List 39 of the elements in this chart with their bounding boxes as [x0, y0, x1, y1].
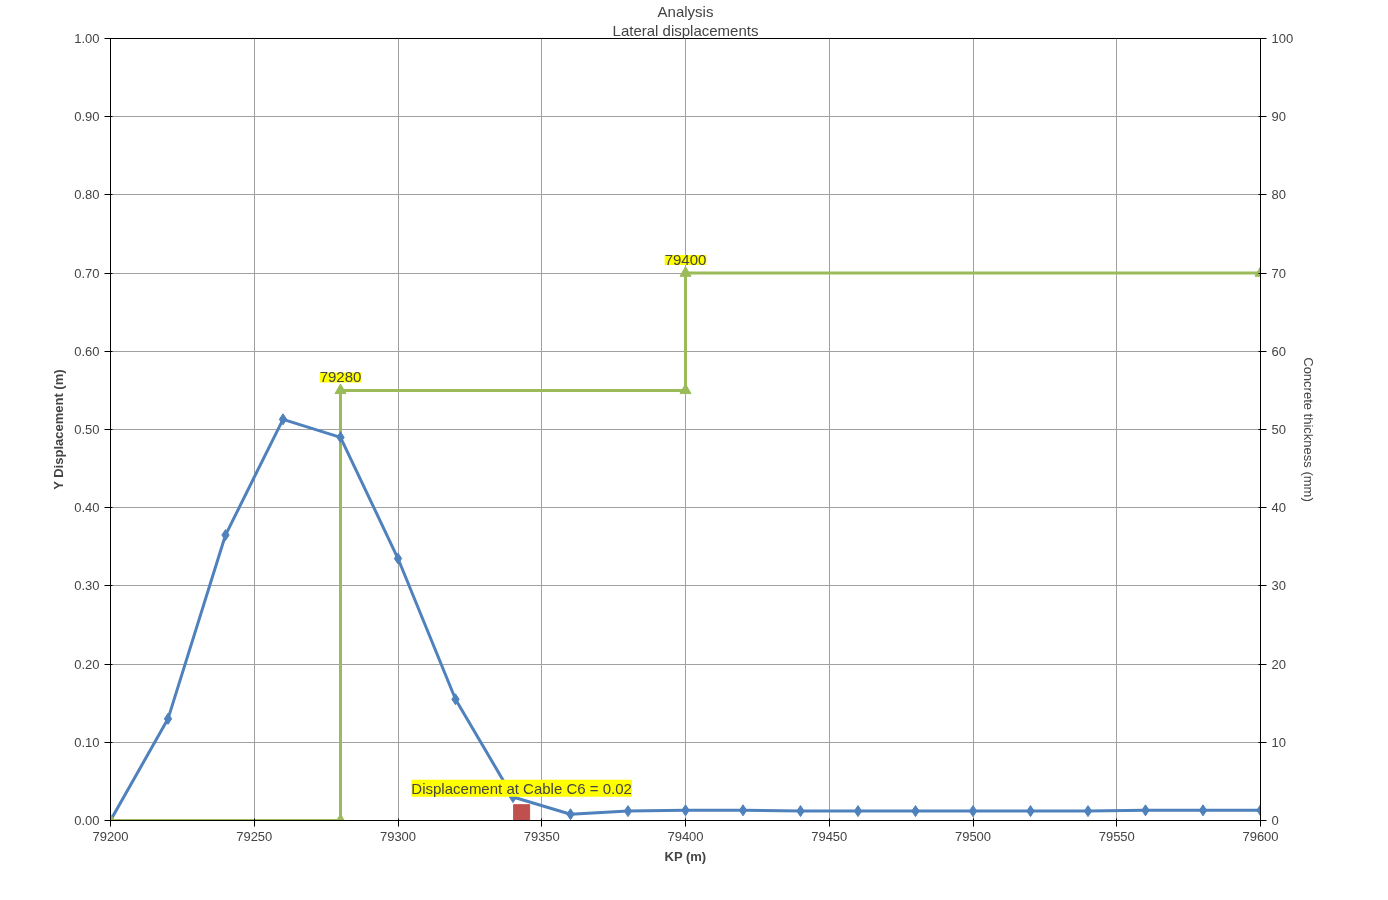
x-tick-label: 79200: [92, 828, 129, 844]
x-axis-title: KP (m): [664, 848, 707, 864]
y2-tick-label: 90: [1271, 109, 1286, 125]
annotation: Displacement at Cable C6 = 0.02: [411, 779, 632, 797]
y2-tick-label: 60: [1271, 343, 1286, 359]
x-tick-label: 79450: [811, 828, 848, 844]
y2-tick-label: 70: [1271, 265, 1286, 281]
y-tick-label: 0.90: [74, 109, 100, 125]
y-tick-label: 0.50: [74, 422, 100, 437]
x-tick-label: 79350: [523, 828, 560, 844]
y-tick-label: 0.60: [74, 343, 100, 359]
chart-subtitle: Lateral displacements: [612, 21, 759, 39]
y-tick-label: 0.70: [74, 265, 100, 281]
y-tick-label: 1.00: [74, 31, 100, 46]
y2-tick-label: 30: [1271, 578, 1286, 594]
x-tick-label: 79550: [1098, 828, 1135, 844]
y2-tick-label: 20: [1271, 656, 1286, 672]
y2-tick-label: 80: [1271, 187, 1286, 203]
y2-tick-label: 40: [1271, 500, 1286, 516]
y-axis-title: Y Displacement (m): [51, 369, 67, 490]
y2-tick-label: 50: [1271, 422, 1286, 437]
y2-tick-label: 0: [1271, 813, 1279, 828]
y-tick-label: 0.40: [74, 500, 100, 516]
chart-title: Analysis: [657, 2, 714, 20]
y2-axis-title: Concrete thickness (mm): [1301, 357, 1317, 502]
y-tick-label: 0.20: [74, 656, 100, 672]
y-tick-label: 0.10: [74, 734, 100, 750]
x-tick-label: 79300: [379, 828, 417, 844]
x-tick-label: 79250: [236, 828, 273, 844]
x-tick-label: 79600: [1242, 828, 1279, 844]
y-tick-label: 0.00: [74, 813, 100, 828]
y-tick-label: 0.80: [74, 187, 100, 203]
y2-tick-label: 10: [1271, 734, 1286, 750]
y-tick-label: 0.30: [74, 578, 100, 594]
annotation: 79280: [319, 368, 362, 386]
x-tick-label: 79500: [954, 828, 992, 844]
y2-tick-label: 100: [1271, 31, 1294, 46]
annotation: 79400: [664, 251, 707, 269]
x-tick-label: 79400: [667, 828, 704, 844]
